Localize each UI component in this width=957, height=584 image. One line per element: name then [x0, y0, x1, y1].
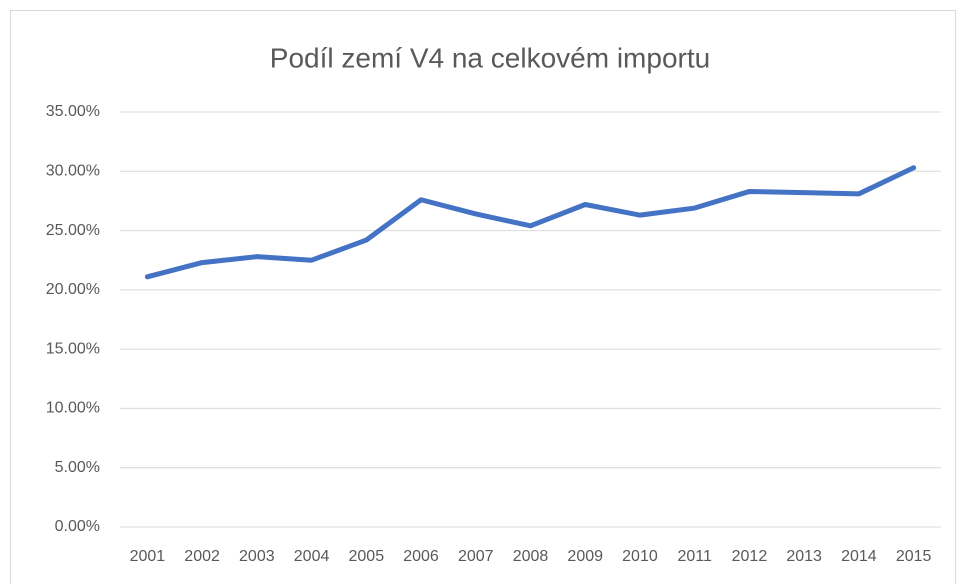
y-tick-label: 5.00%: [55, 459, 100, 476]
chart-title: Podíl zemí V4 na celkovém importu: [270, 42, 710, 73]
x-tick-label: 2007: [458, 548, 494, 565]
x-tick-label: 2014: [841, 548, 877, 565]
data-line: [144, 165, 917, 280]
chart-border: [10, 10, 956, 584]
x-tick-label: 2013: [786, 548, 822, 565]
x-tick-label: 2001: [130, 548, 166, 565]
x-tick-label: 2010: [622, 548, 658, 565]
y-tick-label: 35.00%: [46, 103, 100, 120]
x-tick-label: 2003: [239, 548, 275, 565]
x-tick-label: 2009: [567, 548, 603, 565]
x-tick-label: 2004: [294, 548, 330, 565]
x-tick-label: 2006: [403, 548, 439, 565]
x-tick-label: 2005: [349, 548, 385, 565]
x-tick-label: 2012: [732, 548, 768, 565]
y-tick-label: 20.00%: [46, 281, 100, 298]
y-tick-label: 10.00%: [46, 400, 100, 417]
y-tick-label: 25.00%: [46, 222, 100, 239]
x-tick-label: 2008: [513, 548, 549, 565]
x-tick-label: 2002: [184, 548, 220, 565]
y-tick-label: 30.00%: [46, 163, 100, 180]
y-tick-label: 0.00%: [55, 518, 100, 535]
x-tick-label: 2011: [677, 548, 712, 565]
y-tick-label: 15.00%: [46, 340, 100, 357]
x-tick-label: 2015: [896, 548, 932, 565]
